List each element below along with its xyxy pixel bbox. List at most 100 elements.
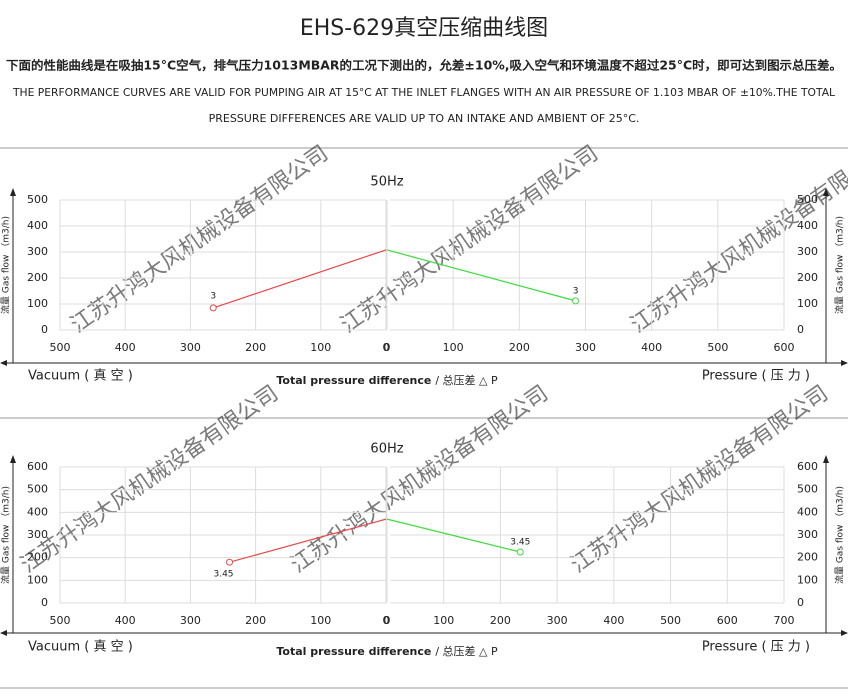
y-tick-label: 0 — [797, 323, 804, 336]
x-axis-label-rest: / 总压差 △ P — [435, 644, 498, 658]
y-tick-label: 600 — [797, 460, 818, 473]
curve — [386, 518, 521, 553]
y-tick-label: 600 — [27, 460, 48, 473]
curve-point — [572, 297, 580, 305]
y-axis-label: 流量 Gas flow （m3/h) — [0, 486, 12, 584]
y-tick-label: 400 — [797, 505, 818, 518]
y-tick-label: 0 — [41, 596, 48, 609]
watermark: 江苏升鸿大风机械设备有限公司 — [286, 381, 553, 578]
y-tick-label: 100 — [27, 573, 48, 586]
y-tick-label: 300 — [27, 245, 48, 258]
chart-title: 50Hz — [370, 175, 403, 190]
watermark: 江苏升鸿大风机械设备有限公司 — [66, 141, 333, 338]
y-tick-label: 400 — [797, 219, 818, 232]
x-tick-label: 500 — [660, 614, 681, 627]
y-tick-label: 300 — [797, 528, 818, 541]
curve — [213, 249, 387, 309]
x-tick-label: 300 — [180, 614, 201, 627]
curve — [229, 518, 387, 563]
x-tick-label: 0 — [384, 341, 391, 354]
y-axis-label: 流量 Gas flow （m3/h) — [834, 486, 846, 584]
title: EHS-629真空压缩曲线图 — [300, 16, 548, 41]
y-tick-label: 500 — [27, 193, 48, 206]
arrow — [10, 188, 16, 196]
arrow — [841, 360, 848, 366]
y-tick-label: 200 — [797, 551, 818, 564]
watermark: 江苏升鸿大风机械设备有限公司 — [336, 141, 603, 338]
x-tick-label: 500 — [707, 341, 728, 354]
arrow — [823, 455, 829, 463]
x-tick-label: 200 — [245, 341, 266, 354]
x-tick-label: 400 — [115, 614, 136, 627]
point-label: 3.45 — [510, 538, 530, 548]
point-label: 3 — [210, 291, 216, 301]
curve-point — [226, 558, 234, 566]
x-axis-label-bold: Total pressure difference — [276, 645, 431, 658]
curve-point — [209, 304, 217, 312]
x-tick-label: 600 — [774, 341, 795, 354]
x-tick-label: 200 — [245, 614, 266, 627]
x-axis-label-bold: Total pressure difference — [276, 374, 431, 387]
y-tick-label: 200 — [27, 271, 48, 284]
arrow — [0, 360, 7, 366]
curve — [386, 249, 576, 302]
x-tick-label: 0 — [384, 614, 391, 627]
point-label: 3 — [573, 286, 579, 296]
y-tick-label: 400 — [27, 219, 48, 232]
chart-title: 60Hz — [370, 442, 403, 457]
arrow — [823, 188, 829, 196]
y-tick-label: 100 — [797, 297, 818, 310]
x-tick-label: 500 — [50, 341, 71, 354]
x-tick-label: 700 — [774, 614, 795, 627]
pressure-label: Pressure ( 压 力 ) — [702, 369, 810, 384]
x-axis-label: Total pressure difference / 总压差 △ P — [276, 373, 498, 387]
x-tick-label: 300 — [547, 614, 568, 627]
watermark: 江苏升鸿大风机械设备有限公司 — [566, 381, 833, 578]
x-tick-label: 600 — [717, 614, 738, 627]
y-tick-label: 300 — [797, 245, 818, 258]
watermark: 江苏升鸿大风机械设备有限公司 — [16, 381, 283, 578]
x-tick-label: 0 — [383, 341, 390, 354]
x-tick-label: 100 — [433, 614, 454, 627]
x-tick-label: 100 — [443, 341, 464, 354]
x-tick-label: 200 — [509, 341, 530, 354]
x-tick-label: 300 — [575, 341, 596, 354]
x-tick-label: 400 — [641, 341, 662, 354]
arrow — [841, 630, 848, 636]
y-tick-label: 100 — [797, 573, 818, 586]
x-tick-label: 100 — [310, 614, 331, 627]
y-tick-label: 0 — [797, 596, 804, 609]
y-tick-label: 200 — [27, 551, 48, 564]
x-tick-label: 400 — [115, 341, 136, 354]
arrow — [10, 455, 16, 463]
x-tick-label: 400 — [603, 614, 624, 627]
subtitle-cn: 下面的性能曲线是在吸抽15°C空气，排气压力1013MBAR的工况下测出的，允差… — [6, 58, 842, 73]
pressure-label: Pressure ( 压 力 ) — [702, 640, 810, 655]
y-axis-label: 流量 Gas flow （m3/h) — [834, 216, 846, 314]
x-axis-label: Total pressure difference / 总压差 △ P — [276, 644, 498, 658]
y-axis-label: 流量 Gas flow （m3/h) — [0, 216, 12, 314]
x-axis-label-rest: / 总压差 △ P — [435, 373, 498, 387]
arrow — [0, 630, 7, 636]
y-tick-label: 400 — [27, 505, 48, 518]
y-tick-label: 500 — [797, 193, 818, 206]
vacuum-label: Vacuum ( 真 空 ) — [28, 640, 133, 655]
x-tick-label: 200 — [490, 614, 511, 627]
subtitle-en: PRESSURE DIFFERENCES ARE VALID UP TO AN … — [209, 112, 640, 125]
y-tick-label: 300 — [27, 528, 48, 541]
x-tick-label: 500 — [50, 614, 71, 627]
point-label: 3.45 — [213, 570, 233, 580]
x-tick-label: 300 — [180, 341, 201, 354]
x-tick-label: 0 — [383, 614, 390, 627]
y-tick-label: 500 — [27, 483, 48, 496]
y-tick-label: 0 — [41, 323, 48, 336]
y-tick-label: 200 — [797, 271, 818, 284]
x-tick-label: 100 — [310, 341, 331, 354]
y-tick-label: 100 — [27, 297, 48, 310]
curve-point — [516, 548, 524, 556]
subtitle-en: THE PERFORMANCE CURVES ARE VALID FOR PUM… — [12, 86, 836, 99]
vacuum-label: Vacuum ( 真 空 ) — [28, 369, 133, 384]
y-tick-label: 500 — [797, 483, 818, 496]
